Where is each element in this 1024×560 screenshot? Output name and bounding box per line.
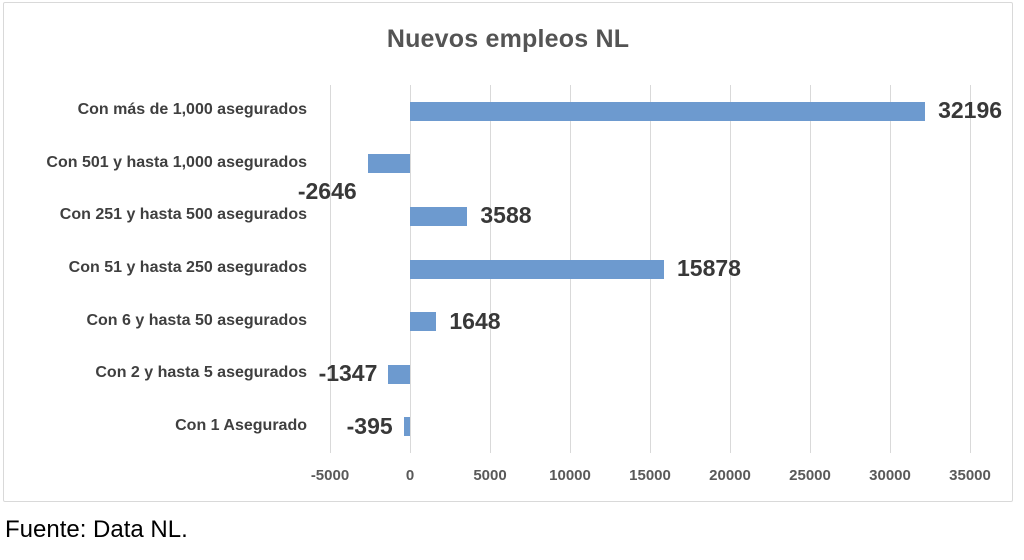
source-note: Fuente: Data NL. xyxy=(5,516,188,543)
chart-area: Nuevos empleos NL xyxy=(3,2,1013,502)
chart-title: Nuevos empleos NL xyxy=(386,25,630,53)
